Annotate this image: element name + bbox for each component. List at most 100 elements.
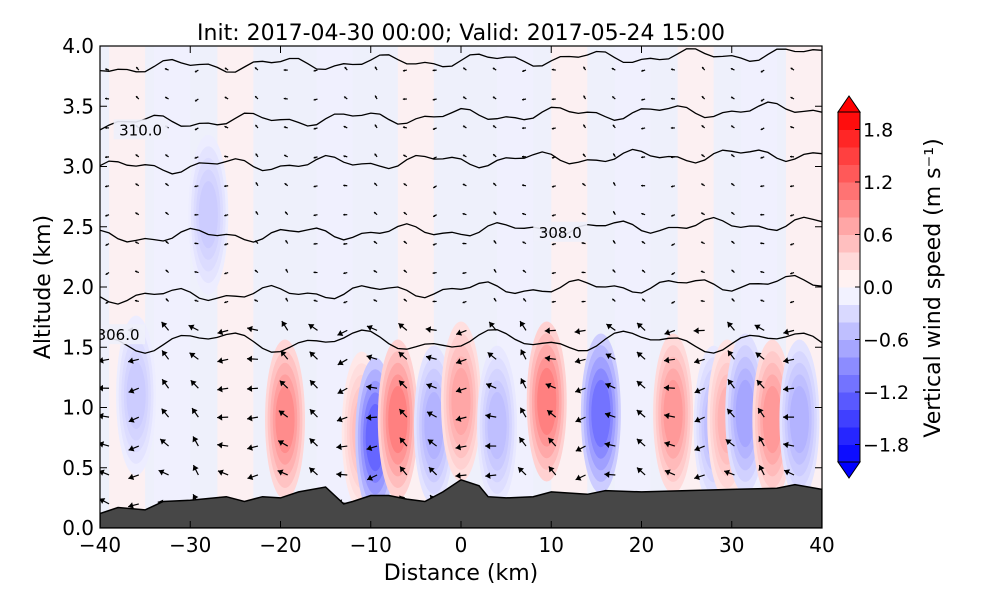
wind-arrow-head — [255, 211, 258, 214]
wind-arrow-head — [285, 268, 288, 272]
wind-arrow-head — [462, 212, 465, 216]
wind-arrow-head — [671, 301, 674, 304]
colorbar-level — [838, 129, 860, 148]
wind-arrow-head — [604, 471, 610, 478]
wind-arrow-head — [671, 68, 674, 71]
wind-arrow-head — [165, 269, 168, 272]
wind-arrow-head — [760, 156, 763, 159]
wind-arrow-head — [165, 154, 168, 157]
wind-arrow-head — [758, 436, 765, 443]
wind-arrow-head — [522, 212, 525, 216]
wind-arrow-head — [700, 270, 704, 273]
wind-arrow-head — [337, 359, 344, 366]
wind-arrow-head — [194, 185, 197, 188]
wind-arrow-head — [337, 330, 344, 337]
isentrope-line — [100, 148, 822, 175]
colorbar-level — [838, 322, 860, 340]
wind-arrow-head — [724, 469, 731, 476]
wind-arrow-head — [575, 474, 582, 481]
x-tick-label: −10 — [350, 533, 392, 557]
wind-arrow-head — [790, 272, 793, 275]
wind-arrow-head — [583, 124, 586, 127]
wind-arrow-head — [522, 69, 525, 72]
wind-arrow-head — [462, 183, 465, 186]
wind-arrow-head — [671, 272, 674, 275]
contour-label: 308.0 — [539, 224, 582, 242]
colorbar-level — [838, 409, 860, 428]
colorbar-level — [838, 357, 860, 375]
w-cell — [537, 367, 557, 436]
x-tick-label: 20 — [629, 533, 654, 557]
wind-arrow-head — [522, 184, 525, 187]
wind-arrow-head — [373, 241, 376, 244]
wind-arrow-head — [754, 324, 761, 331]
wind-arrow-head — [283, 68, 286, 72]
wind-arrow-head — [731, 241, 734, 244]
wind-arrow-head — [519, 437, 525, 444]
wind-arrow-head — [612, 96, 615, 99]
wind-arrow-head — [224, 243, 227, 246]
wind-arrow-head — [755, 352, 762, 359]
wind-arrow-head — [456, 329, 463, 336]
wind-arrow-head — [425, 326, 432, 333]
colorbar-tick-label: 1.2 — [863, 172, 893, 194]
x-tick-label: 10 — [539, 533, 564, 557]
wind-arrow-head — [427, 439, 434, 446]
wind-arrow-head — [279, 380, 286, 387]
wind-arrow-head — [583, 66, 586, 69]
wind-arrow-head — [455, 472, 461, 479]
wind-arrow-head — [760, 299, 763, 302]
wind-arrow-head — [224, 155, 227, 158]
wind-arrow-head — [399, 409, 406, 415]
wind-arrow-head — [402, 97, 405, 101]
wind-arrow-head — [313, 299, 316, 302]
wind-arrow-head — [551, 185, 555, 188]
wind-arrow-head — [343, 242, 346, 246]
wind-arrow-head — [492, 96, 496, 99]
wind-arrow-head — [663, 356, 670, 364]
wind-arrow-head — [583, 95, 586, 98]
wind-arrow-head — [671, 185, 674, 188]
wind-arrow-head — [374, 95, 378, 98]
wind-arrow-head — [194, 128, 198, 131]
colorbar-level — [838, 234, 860, 253]
wind-arrow-head — [224, 125, 227, 129]
wind-arrow-head — [100, 412, 104, 420]
wind-arrow-head — [374, 66, 377, 69]
wind-arrow-head — [247, 444, 253, 451]
colorbar-level — [838, 392, 860, 410]
wind-arrow-head — [188, 324, 195, 331]
wind-arrow-head — [224, 214, 227, 217]
wind-arrow-head — [247, 325, 253, 333]
y-tick-label: 1.5 — [62, 335, 94, 359]
colorbar-level — [838, 199, 860, 218]
wind-arrow-head — [487, 352, 494, 359]
wind-arrow-head — [612, 124, 615, 127]
wind-arrow-head — [308, 324, 315, 330]
wind-arrow-head — [582, 183, 585, 186]
wind-arrow-head — [760, 242, 763, 245]
wind-arrow-head — [343, 125, 346, 129]
wind-arrow-head — [671, 214, 674, 217]
isentrope-line — [100, 216, 822, 243]
wind-arrow-head — [727, 379, 734, 386]
wind-arrow-head — [612, 269, 615, 272]
wind-arrow-head — [760, 184, 763, 188]
wind-arrow-head — [336, 443, 342, 451]
isentrope-line — [100, 101, 822, 131]
wind-arrow-head — [374, 153, 377, 156]
wind-arrow-head — [462, 271, 465, 275]
wind-arrow-head — [693, 327, 699, 334]
wind-arrow-head — [285, 240, 288, 243]
wind-arrow-head — [432, 98, 435, 101]
wind-arrow-head — [343, 184, 346, 187]
wind-arrow-head — [551, 243, 554, 246]
wind-arrow-head — [641, 241, 644, 244]
wind-arrow-head — [192, 436, 199, 443]
wind-arrow-head — [670, 126, 673, 130]
wind-arrow-head — [551, 214, 554, 217]
wind-arrow-head — [790, 214, 793, 217]
wind-arrow-head — [463, 125, 466, 128]
wind-arrow-head — [128, 387, 135, 394]
